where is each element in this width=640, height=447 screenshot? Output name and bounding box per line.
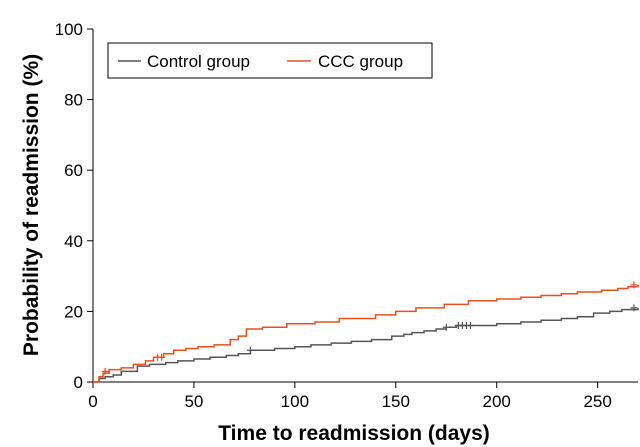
plot-area — [93, 281, 639, 383]
x-tick-label: 100 — [281, 392, 309, 411]
axes — [92, 29, 638, 383]
censor-mark-control-group — [246, 346, 254, 354]
x-tick-label: 0 — [88, 392, 97, 411]
x-tick-label: 150 — [382, 392, 410, 411]
series-line-control-group — [93, 307, 639, 383]
censor-mark-ccc-group — [101, 367, 109, 375]
y-tick-label: 20 — [64, 302, 83, 321]
x-tick-label: 200 — [483, 392, 511, 411]
censor-mark-control-group — [466, 322, 474, 330]
x-ticks: 0 50 100 150 200 250 — [88, 382, 612, 411]
y-tick-label: 60 — [64, 161, 83, 180]
censor-mark-control-group — [442, 323, 450, 331]
legend-label-control-group: Control group — [147, 52, 250, 71]
y-tick-label: 80 — [64, 91, 83, 110]
x-axis-title: Time to readmission (days) — [218, 422, 490, 445]
series-line-ccc-group — [93, 284, 639, 383]
legend-box — [107, 42, 433, 79]
y-axis-title: Probability of readmission (%) — [20, 54, 43, 356]
legend-label-ccc-group: CCC group — [318, 52, 403, 71]
x-tick-label: 50 — [184, 392, 203, 411]
legend: Control group CCC group — [107, 42, 433, 79]
y-tick-label: 0 — [74, 373, 83, 392]
censor-mark-control-group — [630, 304, 638, 312]
x-tick-label: 250 — [583, 392, 611, 411]
y-ticks: 0 20 40 60 80 100 — [55, 20, 93, 392]
y-tick-label: 40 — [64, 232, 83, 251]
censor-mark-ccc-group — [158, 353, 166, 361]
censor-mark-ccc-group — [630, 281, 638, 289]
y-tick-label: 100 — [55, 20, 83, 39]
